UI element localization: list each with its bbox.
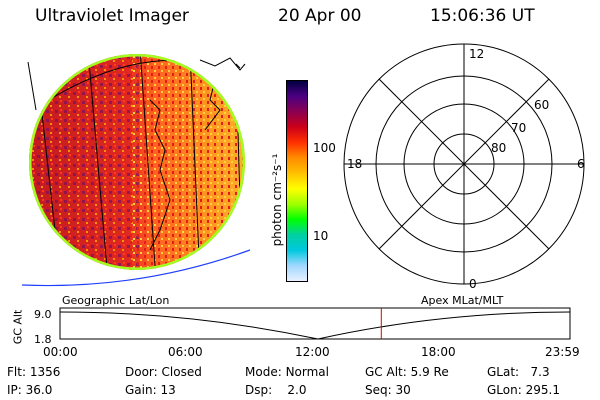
time-label-1800: 18:00: [421, 345, 456, 359]
timeline-y-label-low: 1.8: [34, 333, 52, 346]
instrument-title: Ultraviolet Imager: [35, 6, 189, 26]
colorbar-tick-10: 10: [313, 229, 329, 243]
colorbar-tick-100: 100: [313, 141, 336, 155]
time-label-0000: 00:00: [43, 345, 78, 359]
status-gc-alt: GC Alt: 5.9 Re: [365, 365, 449, 379]
intensity-colorbar: [286, 80, 308, 282]
mlt-label-0: 0: [469, 277, 477, 291]
status-dsp: Dsp: 2.0: [245, 383, 307, 397]
apex-label: Apex MLat/MLT: [421, 294, 504, 307]
status-gain: Gain: 13: [125, 383, 176, 397]
mlt-label-18: 18: [347, 157, 363, 171]
status-mode: Mode: Normal: [245, 365, 329, 379]
status-glat: GLat: 7.3: [487, 365, 550, 379]
mlt-label-6: 6: [577, 157, 585, 171]
observation-date: 20 Apr 00: [278, 6, 362, 26]
mlt-label-12: 12: [469, 47, 485, 61]
geographic-label: Geographic Lat/Lon: [62, 294, 170, 307]
time-label-1200: 12:00: [295, 345, 330, 359]
observation-time: 15:06:36 UT: [430, 6, 535, 26]
lat-label-80: 80: [491, 141, 507, 155]
time-label-0600: 06:00: [168, 345, 203, 359]
lat-label-60: 60: [534, 98, 550, 112]
status-glon: GLon: 295.1: [487, 383, 560, 397]
status-ip: IP: 36.0: [7, 383, 53, 397]
status-door: Door: Closed: [125, 365, 202, 379]
time-label-2359: 23:59: [545, 345, 580, 359]
status-flt: Flt: 1356: [7, 365, 61, 379]
status-seq: Seq: 30: [365, 383, 411, 397]
timeline-y-label-high: 9.0: [34, 308, 52, 321]
lat-label-70: 70: [511, 121, 527, 135]
